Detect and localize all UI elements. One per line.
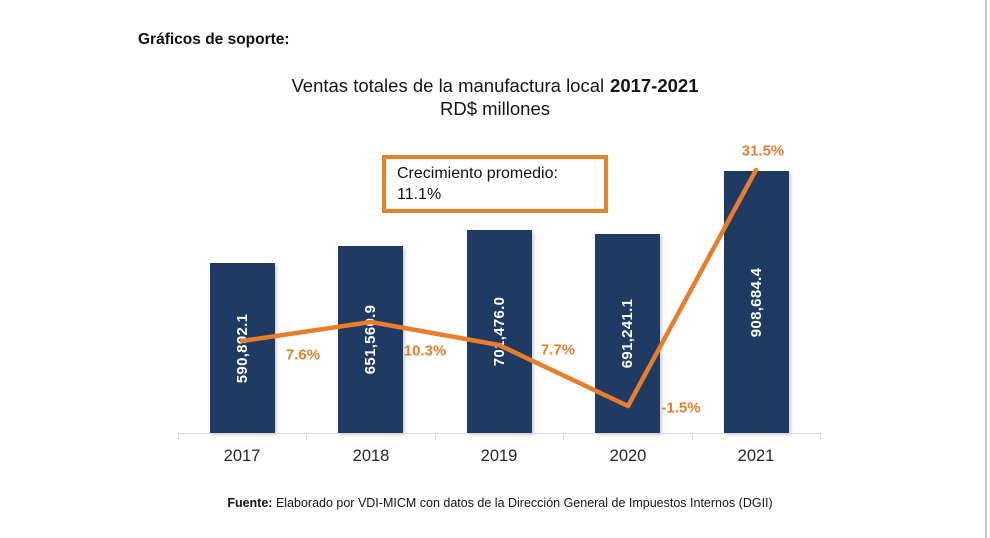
x-axis-label-2019: 2019: [480, 447, 518, 465]
x-axis-label-2017: 2017: [223, 447, 261, 465]
chart-title-period: 2017-2021: [610, 75, 699, 96]
axis-tick: [820, 433, 821, 440]
source-note: Fuente: Elaborado por VDI-MICM con datos…: [178, 496, 822, 510]
bar-2019: 701,476.0: [467, 230, 532, 433]
axis-tick: [435, 433, 436, 440]
source-label: Fuente:: [227, 496, 273, 510]
annotation-value: 11.1%: [397, 185, 442, 203]
bar-2020: 691,241.1: [595, 234, 660, 433]
bar-value-label: 651,560.9: [362, 304, 379, 375]
axis-tick: [306, 433, 307, 440]
page-edge-divider: [985, 0, 987, 538]
bar-value-label: 691,241.1: [619, 298, 636, 369]
bar-2017: 590,892.1: [210, 263, 275, 433]
bar-2021: 908,684.4: [724, 171, 789, 433]
growth-label-2021: 31.5%: [741, 142, 785, 160]
bar-value-label: 590,892.1: [234, 313, 251, 383]
x-axis-line: [178, 433, 822, 434]
axis-tick: [178, 433, 179, 440]
x-axis-label-2020: 2020: [609, 447, 647, 465]
section-heading: Gráficos de soporte:: [138, 31, 290, 48]
growth-label-2020: 7.7%: [540, 341, 576, 359]
x-axis-label-2018: 2018: [352, 447, 390, 465]
growth-annotation-box: Crecimiento promedio: 11.1%: [382, 155, 608, 213]
chart-title-text: Ventas totales de la manufactura local: [291, 75, 605, 96]
x-axis-label-2021: 2021: [737, 447, 775, 465]
bar-value-label: 701,476.0: [491, 296, 508, 367]
bar-2018: 651,560.9: [338, 246, 403, 433]
chart-title: Ventas totales de la manufactura local 20…: [0, 75, 990, 97]
growth-label-2019: 10.3%: [403, 342, 447, 360]
chart-subtitle: RD$ millones: [439, 98, 550, 119]
axis-tick: [563, 433, 564, 440]
source-text: Elaborado por VDI-MICM con datos de la D…: [275, 496, 773, 510]
axis-tick: [692, 433, 693, 440]
annotation-label: Crecimiento promedio:: [397, 165, 558, 182]
growth-label-2020-neg: -1.5%: [661, 399, 701, 417]
bar-value-label: 908,684.4: [748, 267, 765, 337]
growth-label-2018: 7.6%: [285, 346, 321, 364]
